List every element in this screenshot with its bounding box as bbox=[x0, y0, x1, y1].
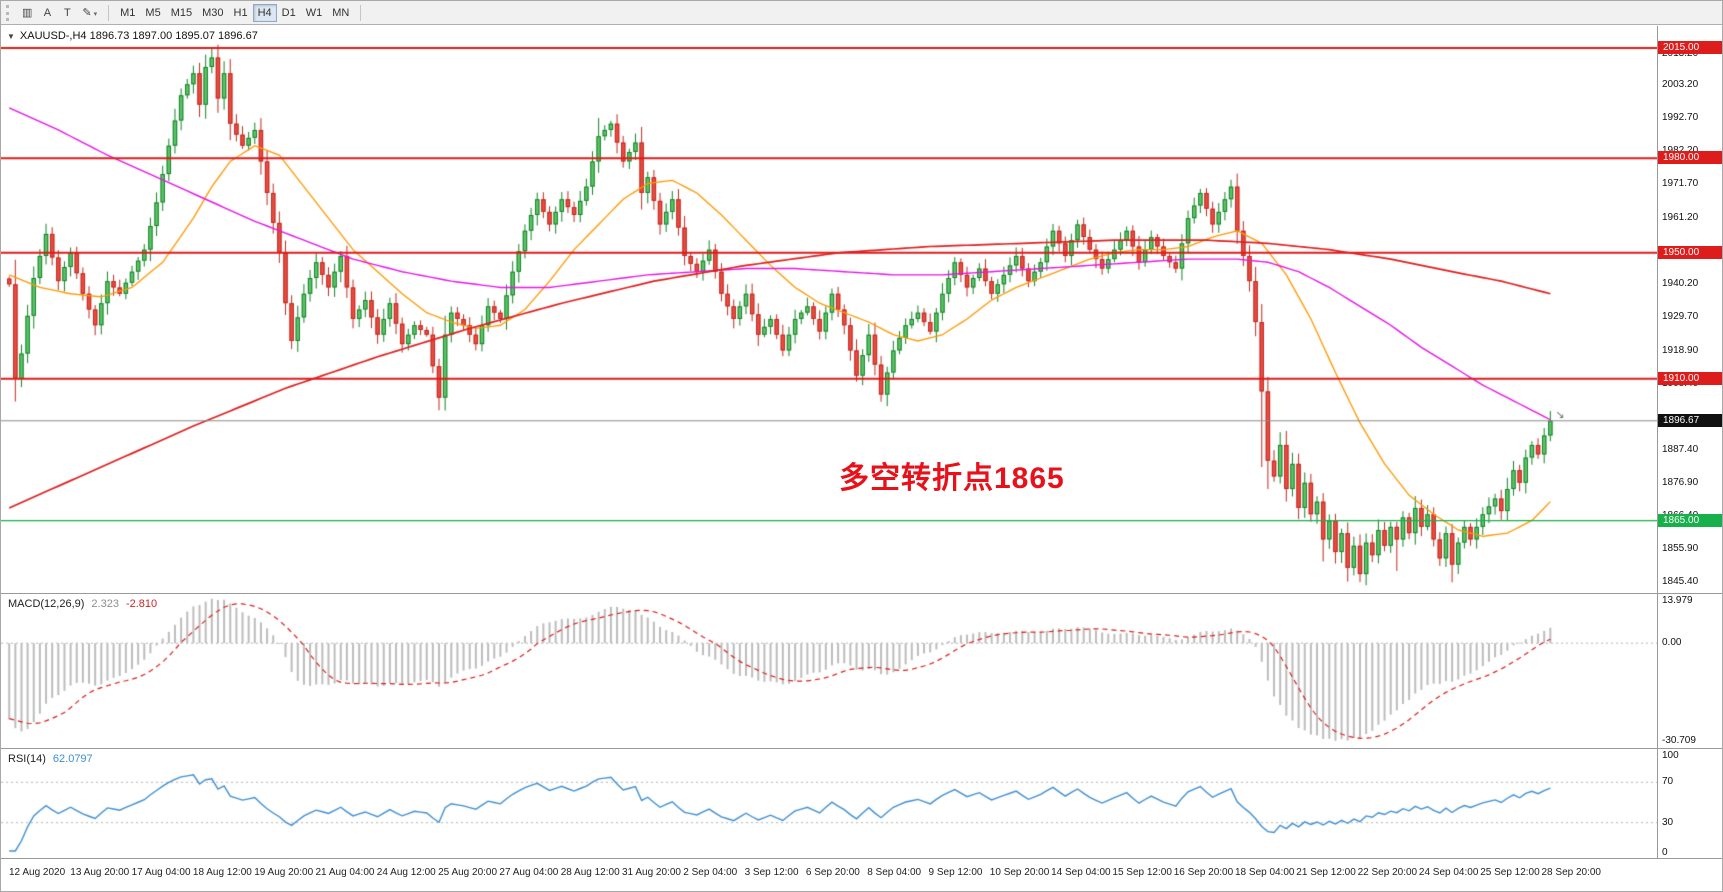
price-tick-label: 1940.20 bbox=[1662, 277, 1699, 289]
price-tick-label: 1855.90 bbox=[1662, 543, 1699, 555]
time-tick-label: 31 Aug 20:00 bbox=[622, 867, 681, 878]
price-tick-label: 1845.40 bbox=[1662, 576, 1699, 588]
price-tick-label: 1887.40 bbox=[1662, 443, 1699, 455]
time-tick-label: 25 Aug 20:00 bbox=[438, 867, 498, 878]
rsi-label: RSI(14) 62.0797 bbox=[8, 753, 93, 765]
text-tool-icon[interactable]: A bbox=[43, 6, 52, 19]
macd-main-value: 2.323 bbox=[91, 598, 119, 610]
macd-signal-value: -2.810 bbox=[125, 598, 158, 610]
macd-axis-label: 13.979 bbox=[1662, 595, 1693, 606]
time-tick-label: 10 Sep 20:00 bbox=[989, 867, 1050, 878]
time-tick-label: 6 Sep 20:00 bbox=[805, 867, 860, 878]
price-tick-label: 1982.20 bbox=[1662, 145, 1698, 156]
macd-axis-label: -30.709 bbox=[1662, 734, 1696, 746]
time-tick-label: 18 Aug 12:00 bbox=[192, 867, 252, 878]
rsi-axis-label: 70 bbox=[1662, 776, 1674, 788]
price-tick-label: 1929.70 bbox=[1662, 310, 1699, 322]
level-price-badge: 1865.00 bbox=[1658, 513, 1722, 527]
time-tick-label: 13 Aug 20:00 bbox=[70, 867, 130, 878]
time-tick-label: 28 Aug 12:00 bbox=[560, 867, 620, 878]
level-price-badge: 2015.00 bbox=[1658, 41, 1722, 55]
chart-objects-icon[interactable]: ▥ bbox=[22, 6, 33, 19]
time-tick-label: 24 Sep 04:00 bbox=[1418, 867, 1479, 878]
rsi-axis-label: 30 bbox=[1662, 816, 1674, 828]
time-tick-label: 16 Sep 20:00 bbox=[1173, 867, 1234, 878]
price-tick-label: 1992.70 bbox=[1662, 112, 1699, 124]
symbol-header: ▼ XAUUSD-,H4 1896.73 1897.00 1895.07 189… bbox=[7, 30, 258, 42]
style-dropdown-icon[interactable]: ✎ ▾ bbox=[82, 6, 98, 19]
timeframe-h1[interactable]: H1 bbox=[233, 6, 248, 19]
price-axis-divider bbox=[1657, 26, 1658, 859]
rsi-value: 62.0797 bbox=[52, 753, 93, 765]
toolbar-drag-handle[interactable] bbox=[6, 4, 12, 21]
time-tick-label: 17 Aug 04:00 bbox=[131, 867, 191, 878]
macd-label: MACD(12,26,9) 2.323 -2.810 bbox=[8, 598, 157, 610]
price-tick-label: 2003.20 bbox=[1662, 79, 1699, 91]
time-tick-label: 27 Aug 04:00 bbox=[499, 867, 559, 878]
price-tick-label: 1971.70 bbox=[1662, 178, 1699, 190]
time-tick-label: 2 Sep 04:00 bbox=[683, 867, 738, 878]
price-tick-label: 1961.20 bbox=[1662, 211, 1699, 223]
collapse-chevron-icon[interactable]: ▼ bbox=[7, 31, 15, 41]
price-tick-label: 1876.90 bbox=[1662, 477, 1699, 489]
level-price-badge: 1910.00 bbox=[1658, 371, 1722, 385]
price-chart-canvas[interactable] bbox=[1, 26, 1657, 593]
price-tick-label: 1918.90 bbox=[1662, 344, 1699, 356]
timeframe-m30[interactable]: M30 bbox=[202, 6, 224, 19]
timeframe-m15[interactable]: M15 bbox=[170, 6, 193, 19]
macd-axis-label: 0.00 bbox=[1662, 637, 1682, 649]
time-axis[interactable]: 12 Aug 2020 13 Aug 20:00 17 Aug 04:00 18 Au… bbox=[1, 859, 1657, 891]
time-tick-label: 3 Sep 12:00 bbox=[744, 867, 799, 878]
panel-separator-macd[interactable] bbox=[1, 593, 1722, 594]
label-tool-icon[interactable]: T bbox=[64, 6, 71, 19]
timeframe-buttons: M1 M5 M15 M30 H1 H4 D1 W1 MN bbox=[115, 3, 354, 22]
timeframe-h4[interactable]: H4 bbox=[252, 3, 277, 22]
rsi-name: RSI(14) bbox=[8, 753, 46, 765]
rsi-indicator-canvas[interactable] bbox=[1, 749, 1657, 858]
macd-name: MACD(12,26,9) bbox=[8, 598, 85, 610]
time-tick-label: 15 Sep 12:00 bbox=[1112, 867, 1172, 878]
timeframe-d1[interactable]: D1 bbox=[281, 6, 296, 19]
current-price-badge: 1896.67 bbox=[1658, 413, 1722, 427]
time-tick-label: 21 Sep 12:00 bbox=[1296, 867, 1356, 878]
level-price-badge: 1950.00 bbox=[1658, 245, 1722, 259]
time-tick-label: 24 Aug 12:00 bbox=[376, 867, 436, 878]
dropdown-caret-icon: ▾ bbox=[93, 10, 98, 18]
timeframe-mn[interactable]: MN bbox=[332, 6, 350, 19]
time-tick-label: 14 Sep 04:00 bbox=[1051, 867, 1111, 878]
time-tick-label: 28 Sep 20:00 bbox=[1541, 867, 1602, 878]
toolbar-separator bbox=[108, 4, 110, 21]
time-tick-label: 22 Sep 20:00 bbox=[1357, 867, 1418, 878]
timeframe-w1[interactable]: W1 bbox=[305, 6, 323, 19]
level-price-badge: 1980.00 bbox=[1658, 151, 1722, 165]
macd-indicator-canvas[interactable] bbox=[1, 594, 1657, 748]
timeframe-m5[interactable]: M5 bbox=[145, 6, 161, 19]
chart-annotation-text: 多空转折点1865 bbox=[839, 462, 1065, 495]
time-tick-label: 12 Aug 2020 bbox=[9, 867, 66, 878]
time-tick-label: 18 Sep 04:00 bbox=[1235, 867, 1295, 878]
toolbar-separator-2 bbox=[360, 4, 362, 21]
panel-separator-time bbox=[1, 858, 1722, 859]
rsi-axis-label: 100 bbox=[1662, 750, 1679, 761]
time-tick-label: 25 Sep 12:00 bbox=[1480, 867, 1540, 878]
toolbar: ▥ A T ✎ ▾ M1 M5 M15 M30 H1 H4 D1 W1 MN bbox=[1, 1, 1722, 25]
symbol-ohlc-text: XAUUSD-,H4 1896.73 1897.00 1895.07 1896.… bbox=[19, 30, 258, 42]
rsi-axis-label: 0 bbox=[1662, 847, 1668, 858]
timeframe-m1[interactable]: M1 bbox=[120, 6, 136, 19]
time-tick-label: 9 Sep 12:00 bbox=[928, 867, 983, 878]
toolbar-icons: ▥ A T ✎ ▾ bbox=[17, 4, 102, 22]
time-tick-label: 21 Aug 04:00 bbox=[315, 867, 375, 878]
panel-separator-rsi[interactable] bbox=[1, 748, 1722, 749]
time-tick-label: 8 Sep 04:00 bbox=[867, 867, 922, 878]
time-tick-label: 19 Aug 20:00 bbox=[254, 867, 314, 878]
